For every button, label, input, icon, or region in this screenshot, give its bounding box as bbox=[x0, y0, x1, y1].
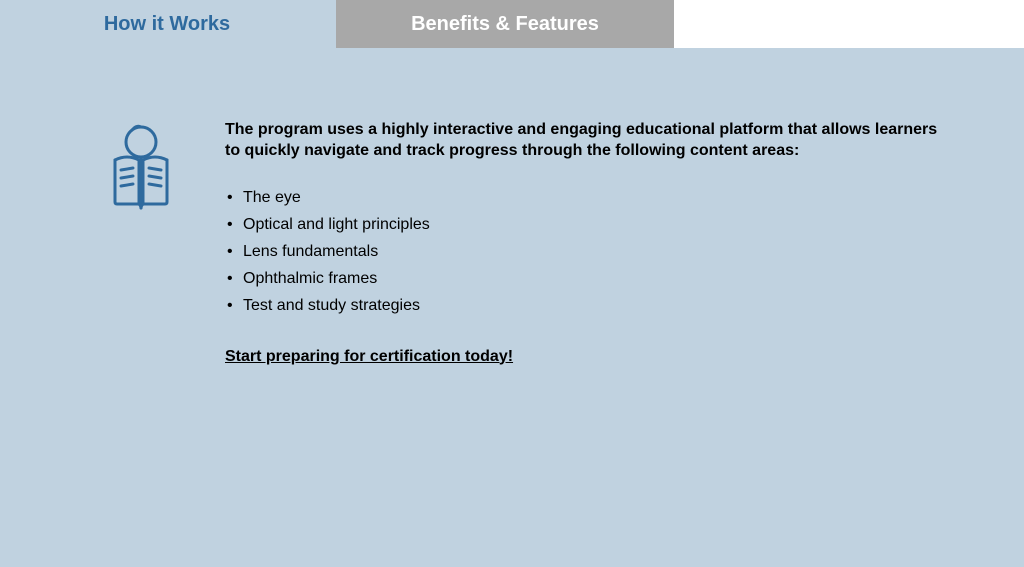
list-item: Lens fundamentals bbox=[225, 238, 944, 265]
tab-spacer bbox=[674, 0, 1024, 48]
intro-paragraph: The program uses a highly interactive an… bbox=[225, 120, 944, 162]
list-item: Ophthalmic frames bbox=[225, 265, 944, 292]
tab-bar: How it Works Benefits & Features bbox=[0, 0, 1024, 48]
list-item: The eye bbox=[225, 184, 944, 211]
tab-how-it-works[interactable]: How it Works bbox=[0, 0, 334, 48]
book-icon-wrapper bbox=[105, 120, 225, 366]
list-item: Optical and light principles bbox=[225, 211, 944, 238]
open-book-icon bbox=[105, 199, 177, 216]
content-areas-list: The eye Optical and light principles Len… bbox=[225, 184, 944, 320]
content-area: The program uses a highly interactive an… bbox=[0, 48, 1024, 366]
start-preparing-link[interactable]: Start preparing for certification today! bbox=[225, 348, 513, 365]
tab-benefits-features[interactable]: Benefits & Features bbox=[336, 0, 674, 48]
text-content: The program uses a highly interactive an… bbox=[225, 120, 944, 366]
list-item: Test and study strategies bbox=[225, 292, 944, 319]
